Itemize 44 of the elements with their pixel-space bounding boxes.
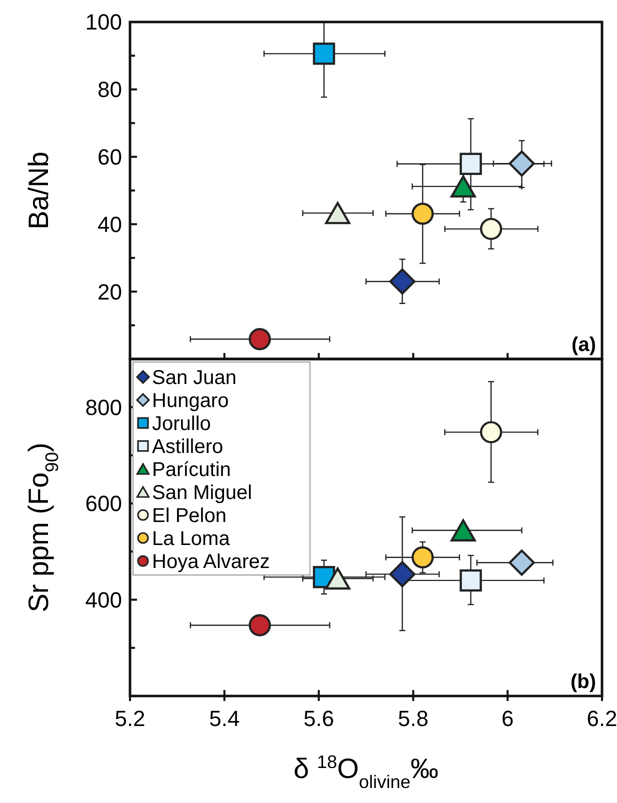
point xyxy=(460,569,482,592)
point xyxy=(312,42,336,65)
legend-label: Parícutin xyxy=(152,459,231,481)
x-tick-label: 6.2 xyxy=(586,706,617,731)
point xyxy=(480,421,502,444)
point xyxy=(412,546,434,568)
y-tick-label: 400 xyxy=(85,587,122,612)
point xyxy=(389,561,416,588)
legend-label: El Pelon xyxy=(152,505,226,527)
legend-label: La Loma xyxy=(152,528,231,550)
legend-label: San Juan xyxy=(152,367,237,389)
y-axis-title: Ba/Nb xyxy=(23,152,54,230)
point xyxy=(325,567,350,590)
point xyxy=(508,550,535,576)
x-tick-label: 5.4 xyxy=(209,706,240,731)
point xyxy=(480,218,502,240)
point xyxy=(248,614,271,636)
legend-label: Astillero xyxy=(152,436,224,458)
legend-label: Hoya Alvarez xyxy=(152,551,270,573)
y-tick-label: 800 xyxy=(85,394,122,420)
y-tick-label: 40 xyxy=(98,212,122,237)
y-tick-label: 100 xyxy=(85,10,122,35)
point xyxy=(508,150,535,177)
annotation: (a) xyxy=(572,334,596,356)
x-tick-label: 5.6 xyxy=(304,706,334,731)
legend-label: Hungaro xyxy=(152,390,229,412)
y-tick-label: 80 xyxy=(98,77,122,102)
point xyxy=(389,268,416,295)
point xyxy=(248,328,271,350)
x-tick-label: 5.2 xyxy=(114,706,146,731)
x-tick-label: 5.8 xyxy=(398,706,428,731)
point xyxy=(450,519,476,542)
x-tick-label: 6 xyxy=(501,706,514,731)
y-tick-label: 20 xyxy=(98,279,122,304)
point xyxy=(325,202,350,224)
point xyxy=(450,175,476,198)
y-tick-label: 600 xyxy=(85,491,122,516)
y-tick-label: 60 xyxy=(98,144,122,170)
point xyxy=(412,202,434,225)
x-axis-title: δ $^{18}$O$_{olivine}$‰ xyxy=(294,752,438,792)
legend-label: Jorullo xyxy=(152,413,211,435)
legend-label: San Miguel xyxy=(152,482,252,504)
annotation: (b) xyxy=(570,671,596,693)
point xyxy=(460,152,482,175)
